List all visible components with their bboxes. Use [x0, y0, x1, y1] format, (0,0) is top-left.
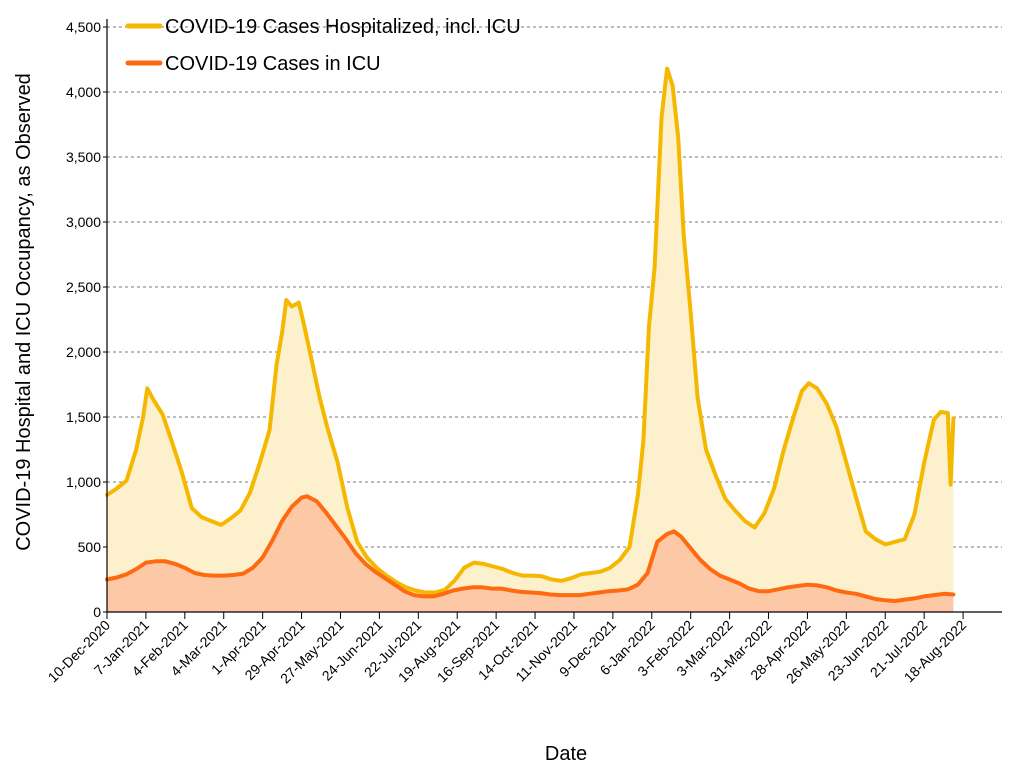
- y-tick-label: 0: [93, 604, 101, 620]
- icu-line: [105, 494, 956, 603]
- y-tick-labels: 0 500 1,000 1,500 2,000 2,500 3,000 3,500 4,000 4…: [66, 19, 101, 620]
- y-tick-label: 3,500: [66, 149, 101, 165]
- y-tick-label: 1,000: [66, 474, 101, 490]
- axes: [103, 19, 1002, 619]
- y-tick-label: 3,000: [66, 214, 101, 230]
- y-tick-label: 2,500: [66, 279, 101, 295]
- y-tick-label: 500: [78, 539, 102, 555]
- y-grid: [107, 26, 1002, 548]
- y-tick-label: 4,000: [66, 84, 101, 100]
- legend: COVID-19 Cases Hospitalized, incl. ICU C…: [125, 16, 521, 75]
- y-tick-label: 2,000: [66, 344, 101, 360]
- y-tick-label: 1,500: [66, 409, 101, 425]
- x-axis-title: Date: [545, 743, 587, 765]
- legend-label-hospitalized: COVID-19 Cases Hospitalized, incl. ICU: [165, 16, 521, 38]
- y-axis-title: COVID-19 Hospital and ICU Occupancy, as …: [13, 73, 35, 551]
- x-tick-labels: 10-Dec-20207-Jan-20214-Feb-20214-Mar-202…: [45, 617, 970, 687]
- series-fills: [107, 68, 954, 613]
- legend-label-icu: COVID-19 Cases in ICU: [165, 53, 381, 75]
- hospitalized-area: [107, 68, 954, 613]
- series-lines: [105, 66, 956, 603]
- hospitalized-line: [105, 66, 956, 595]
- icu-area: [107, 496, 954, 612]
- y-tick-label: 4,500: [66, 19, 101, 35]
